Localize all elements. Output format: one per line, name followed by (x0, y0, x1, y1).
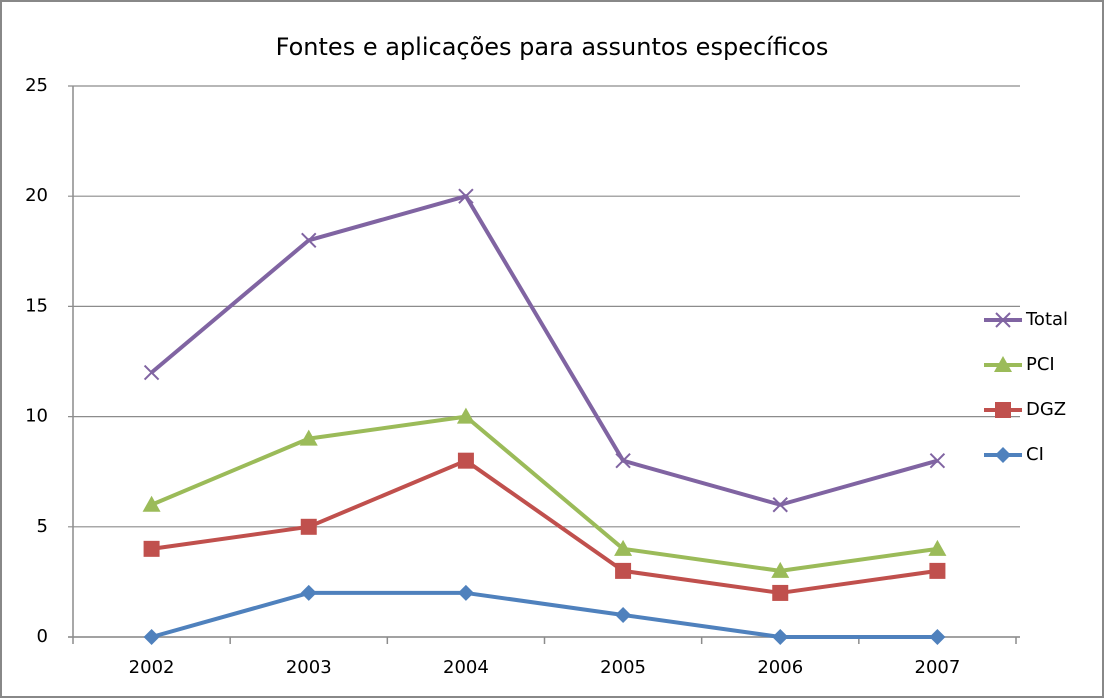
marker (143, 629, 160, 645)
y-tick-label: 25 (25, 75, 48, 96)
x-tick-label: 2002 (129, 657, 175, 678)
marker (995, 447, 1011, 463)
marker (928, 539, 947, 556)
marker (301, 232, 317, 248)
marker (929, 629, 946, 645)
series-line (150, 414, 938, 573)
marker (615, 562, 632, 579)
legend-label: Total (1025, 309, 1068, 330)
marker (929, 562, 946, 579)
marker (143, 364, 160, 381)
series-line (150, 194, 938, 507)
x-tick-label: 2006 (757, 657, 803, 678)
marker (614, 539, 633, 556)
marker (457, 452, 474, 469)
marker (458, 188, 474, 204)
legend-label: CI (1026, 444, 1044, 465)
y-tick-label: 5 (37, 516, 48, 537)
y-tick-label: 0 (37, 626, 48, 647)
marker (771, 561, 790, 578)
marker (456, 407, 475, 424)
legend-label: PCI (1026, 354, 1055, 375)
marker (300, 584, 317, 601)
marker (929, 452, 946, 469)
marker (142, 495, 161, 512)
x-tick-label: 2005 (600, 657, 646, 678)
marker (994, 356, 1012, 372)
marker (772, 584, 789, 601)
marker (299, 429, 318, 446)
x-tick-label: 2003 (286, 657, 332, 678)
y-tick-label: 15 (25, 295, 48, 316)
marker (772, 497, 788, 513)
marker (457, 584, 474, 601)
series-line (151, 458, 938, 595)
marker (300, 518, 317, 535)
marker (995, 312, 1011, 328)
y-tick-label: 10 (25, 406, 48, 427)
marker (615, 452, 631, 469)
x-tick-label: 2004 (443, 657, 489, 678)
chart-title: Fontes e aplicações para assuntos especí… (276, 33, 829, 61)
marker (143, 540, 160, 557)
marker (615, 606, 632, 623)
legend-label: DGZ (1026, 399, 1066, 420)
series-line (151, 590, 938, 639)
marker (995, 402, 1011, 418)
y-tick-label: 20 (25, 185, 48, 206)
marker (772, 629, 789, 645)
x-tick-label: 2007 (915, 657, 961, 678)
